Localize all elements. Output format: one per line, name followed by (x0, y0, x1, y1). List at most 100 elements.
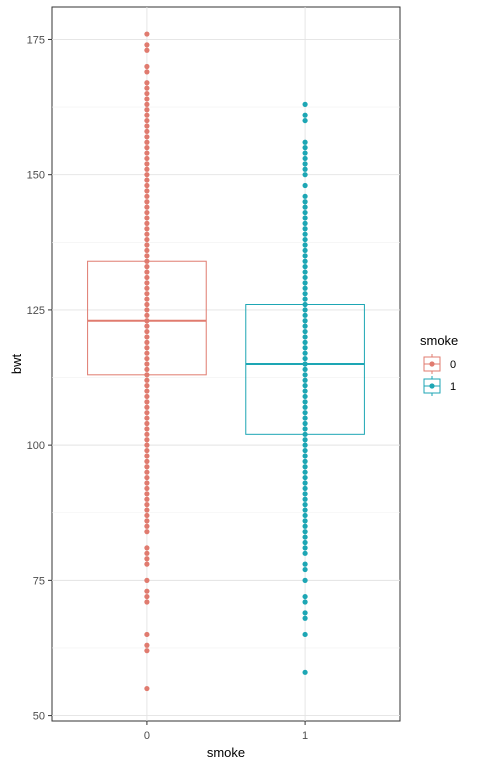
data-point (144, 215, 150, 221)
data-point (144, 117, 150, 124)
data-point (144, 593, 150, 600)
data-point (302, 388, 308, 394)
data-point (302, 345, 308, 351)
data-point (302, 599, 308, 605)
data-point (302, 209, 308, 216)
data-point (144, 258, 150, 264)
y-tick-label: 75 (33, 575, 45, 587)
data-point (144, 480, 150, 486)
data-point (144, 512, 150, 519)
y-tick-label: 50 (33, 711, 45, 723)
data-point (144, 47, 150, 53)
data-point (302, 182, 308, 189)
data-point (302, 393, 308, 400)
data-point (144, 112, 150, 118)
data-point (144, 420, 150, 427)
data-point (144, 42, 150, 48)
data-point (302, 534, 308, 540)
data-point (302, 453, 308, 459)
data-point (144, 182, 150, 189)
data-point (302, 566, 308, 573)
data-point (302, 269, 308, 275)
data-point (144, 69, 150, 75)
data-point (302, 545, 308, 551)
data-point (302, 318, 308, 324)
data-point (302, 366, 308, 373)
data-point (144, 345, 150, 351)
data-point (302, 399, 308, 405)
data-point (144, 556, 150, 562)
data-point (302, 383, 308, 389)
data-point (144, 172, 150, 178)
y-tick-label: 125 (27, 305, 45, 317)
data-point (302, 301, 308, 308)
data-point (302, 669, 308, 675)
data-point (144, 264, 150, 270)
data-point (302, 361, 308, 367)
data-point (144, 383, 150, 389)
data-point (144, 155, 150, 162)
data-point (302, 512, 308, 519)
data-point (302, 410, 308, 416)
data-point (144, 123, 150, 129)
data-point (144, 242, 150, 248)
data-point (302, 615, 308, 621)
data-point (144, 545, 150, 551)
y-tick-label: 100 (27, 440, 45, 452)
data-point (144, 166, 150, 172)
data-point (144, 31, 150, 37)
data-point (144, 469, 150, 475)
data-point (144, 204, 150, 210)
data-point (144, 404, 150, 410)
data-point (302, 112, 308, 118)
data-point (144, 458, 150, 464)
data-point (302, 480, 308, 486)
data-point (144, 269, 150, 275)
data-point (144, 507, 150, 513)
data-point (144, 642, 150, 648)
data-point (144, 491, 150, 497)
data-point (302, 199, 308, 205)
data-point (144, 296, 150, 302)
data-point (302, 593, 308, 600)
data-point (302, 491, 308, 497)
data-point (144, 145, 150, 151)
data-point (302, 523, 308, 529)
data-point (144, 529, 150, 535)
data-point (144, 101, 150, 107)
data-point (302, 274, 308, 281)
data-point (144, 307, 150, 313)
data-point (302, 447, 308, 454)
data-point (144, 253, 150, 259)
data-point (302, 231, 308, 237)
data-point (302, 280, 308, 286)
grid-lines (52, 7, 400, 721)
data-point (144, 150, 150, 156)
data-points (144, 31, 308, 692)
data-point (144, 339, 150, 345)
data-point (144, 199, 150, 205)
data-point (302, 226, 308, 232)
data-point (302, 610, 308, 616)
data-point (302, 312, 308, 318)
data-point (144, 96, 150, 102)
data-point (302, 145, 308, 151)
legend-item-1: 1 (423, 376, 456, 396)
data-point (302, 166, 308, 172)
data-point (144, 523, 150, 529)
data-point (144, 209, 150, 216)
data-point (302, 485, 308, 492)
data-point (144, 188, 150, 194)
data-point (144, 236, 150, 243)
data-point (144, 399, 150, 405)
data-point (144, 226, 150, 232)
data-point (302, 253, 308, 259)
data-point (302, 161, 308, 167)
data-point (302, 296, 308, 302)
legend-item-0: 0 (423, 354, 456, 374)
data-point (302, 372, 308, 378)
data-point (144, 502, 150, 508)
data-point (144, 366, 150, 373)
data-point (144, 90, 150, 97)
data-point (144, 231, 150, 237)
